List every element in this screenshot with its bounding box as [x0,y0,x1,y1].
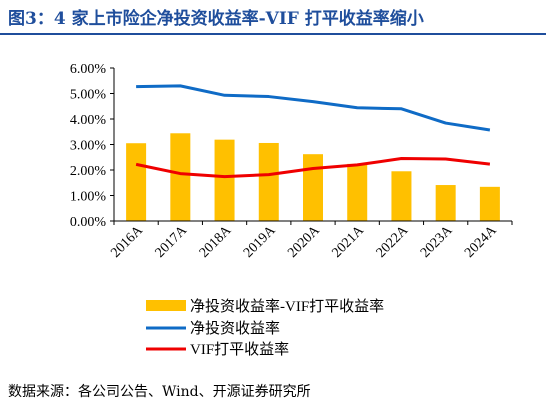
legend-swatch-spread [146,300,186,311]
y-tick-label: 0.00% [70,215,107,230]
legend-label: 净投资收益率-VIF打平收益率 [190,298,384,315]
line-net-investment-yield [136,84,491,132]
bar-series-spread [126,133,500,221]
bar-2016A [126,143,147,221]
y-tick-label: 6.00% [70,62,107,77]
bar-2021A [347,163,368,221]
y-tick-label: 5.00% [70,88,107,103]
x-tick-label: 2020A [285,223,323,261]
bar-2023A [435,185,456,221]
x-tick-label: 2016A [108,223,146,261]
legend-label: 净投资收益率 [190,320,280,337]
y-tick-label: 1.00% [70,190,107,205]
y-tick-label: 3.00% [70,139,107,154]
source-note: 数据来源：各公司公告、Wind、开源证券研究所 [8,384,311,400]
legend-label: VIF打平收益率 [190,341,289,358]
x-tick-label: 2024A [462,223,500,261]
y-tick-label: 4.00% [70,113,107,128]
bar-2018A [214,139,235,221]
x-tick-label: 2018A [197,223,235,261]
x-tick-label: 2017A [153,223,191,261]
chart: 0.00% 1.00% 2.00% 3.00% 4.00% 5.00% 6.00% 2016A… [70,62,513,358]
x-tick-label: 2019A [241,223,279,261]
bar-2024A [479,186,500,221]
bar-2022A [391,171,412,221]
y-tick-label: 2.00% [70,164,107,179]
title-underline [0,33,546,35]
x-tick-label: 2021A [329,223,367,261]
bar-2017A [170,133,191,221]
bar-2020A [303,154,323,221]
line-series-group [135,84,491,179]
bar-2019A [258,142,279,221]
x-tick-label: 2022A [374,223,412,261]
x-tick-label: 2023A [418,223,456,261]
figure-title: 图3：4 家上市险企净投资收益率-VIF 打平收益率缩小 [8,9,424,29]
